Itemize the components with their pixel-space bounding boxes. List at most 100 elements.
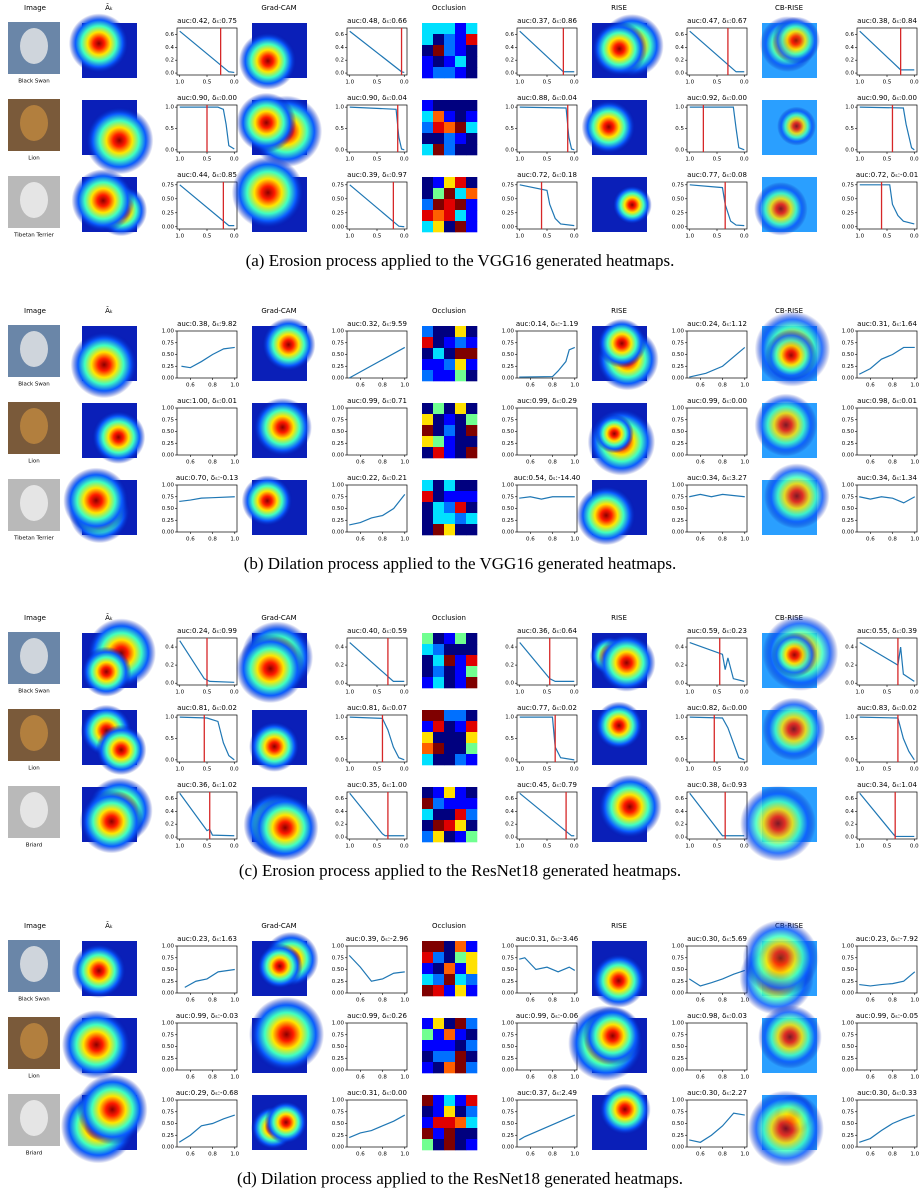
- x-tick-label: 0.0: [910, 690, 919, 696]
- curve: [860, 31, 915, 70]
- curve: [180, 717, 235, 760]
- x-tick-label: 0.0: [230, 157, 239, 163]
- plot-axes: [687, 485, 747, 532]
- x-tick-label: 0.0: [910, 767, 919, 773]
- y-tick-label: 1.00: [842, 406, 855, 412]
- y-tick-label: 0.25: [672, 1133, 685, 1139]
- y-tick-label: 1.00: [672, 1021, 685, 1027]
- y-tick-label: 0.00: [332, 991, 345, 997]
- y-tick-label: 1.00: [842, 1098, 855, 1104]
- x-tick-label: 0.6: [186, 1075, 195, 1081]
- y-tick-label: 0.25: [162, 1133, 175, 1139]
- x-tick-label: 0.5: [883, 157, 892, 163]
- y-tick-label: 1.00: [332, 944, 345, 950]
- y-tick-label: 0.4: [845, 809, 854, 815]
- heatmap: [592, 775, 662, 842]
- y-tick-label: 0.5: [335, 736, 344, 742]
- y-tick-label: 1.00: [672, 483, 685, 489]
- x-tick-label: 0.5: [203, 157, 212, 163]
- heatmap: [740, 785, 817, 861]
- plot-title: auc:0.36, δₛ:0.64: [517, 627, 577, 635]
- x-tick-label: 0.5: [203, 234, 212, 240]
- y-tick-label: 0.25: [162, 364, 175, 370]
- x-tick-label: 1.0: [570, 537, 579, 543]
- plot-axes: [177, 28, 237, 75]
- heatmap: [249, 710, 307, 772]
- x-tick-label: 0.8: [208, 1075, 217, 1081]
- x-tick-label: 0.5: [373, 80, 382, 86]
- y-tick-label: 1.00: [162, 1098, 175, 1104]
- curve: [519, 347, 575, 377]
- y-tick-label: 1.00: [162, 1021, 175, 1027]
- plot-axes: [517, 1100, 577, 1147]
- y-tick-label: 0.2: [335, 663, 344, 669]
- plot-axes: [177, 331, 237, 378]
- y-tick-label: 0.50: [332, 967, 345, 973]
- y-tick-label: 1.0: [165, 715, 174, 721]
- heatmap: [590, 633, 656, 692]
- y-tick-label: 0.4: [845, 645, 854, 651]
- plot-axes: [517, 182, 577, 229]
- y-tick-label: 1.00: [332, 1098, 345, 1104]
- y-tick-label: 0.75: [672, 182, 685, 188]
- y-tick-label: 0.50: [842, 352, 855, 358]
- x-tick-label: 0.8: [208, 537, 217, 543]
- input-image: [8, 632, 60, 684]
- y-tick-label: 0.50: [672, 196, 685, 202]
- curve: [690, 107, 745, 150]
- plot-axes: [857, 408, 917, 455]
- x-tick-label: 1.0: [855, 690, 864, 696]
- plot-title: auc:0.38, δₛ:9.82: [177, 320, 237, 328]
- plot-title: auc:0.98, δₛ:0.01: [857, 397, 917, 405]
- heatmap: [422, 633, 477, 688]
- y-tick-label: 0.75: [332, 955, 345, 961]
- plot-title: auc:0.24, δₛ:1.12: [687, 320, 747, 328]
- plot-title: auc:0.37, δₛ:2.49: [517, 1089, 577, 1097]
- y-tick-label: 1.00: [332, 1021, 345, 1027]
- y-tick-label: 0.50: [842, 429, 855, 435]
- x-tick-label: 0.6: [866, 460, 875, 466]
- y-tick-label: 0.00: [672, 530, 685, 536]
- y-tick-label: 0.50: [842, 1044, 855, 1050]
- x-tick-label: 0.8: [718, 383, 727, 389]
- heatmap: [422, 710, 477, 765]
- plot-title: auc:0.31, δₛ:0.00: [347, 1089, 407, 1097]
- y-tick-label: 0.4: [845, 45, 854, 51]
- x-tick-label: 0.6: [866, 1075, 875, 1081]
- x-tick-label: 0.5: [543, 80, 552, 86]
- y-tick-label: 0.4: [675, 809, 684, 815]
- y-tick-label: 0.0: [675, 835, 684, 841]
- heatmap: [755, 394, 818, 458]
- column-header: Grad-CAM: [261, 307, 296, 315]
- x-tick-label: 0.5: [543, 234, 552, 240]
- heatmap: [748, 1090, 824, 1166]
- y-tick-label: 0.2: [845, 58, 854, 64]
- x-tick-label: 0.6: [866, 998, 875, 1004]
- x-tick-label: 1.0: [685, 157, 694, 163]
- plot-title: auc:0.82, δₛ:0.00: [687, 704, 747, 712]
- x-tick-label: 1.0: [400, 537, 409, 543]
- image-label: Lion: [28, 1074, 40, 1080]
- curve: [689, 494, 745, 496]
- plot-title: auc:0.88, δₛ:0.04: [517, 94, 577, 102]
- column-header: Occlusion: [432, 307, 466, 315]
- x-tick-label: 1.0: [345, 234, 354, 240]
- y-tick-label: 0.2: [335, 58, 344, 64]
- x-tick-label: 1.0: [515, 157, 524, 163]
- plot-title: auc:0.99, δₛ:-0.05: [856, 1012, 918, 1020]
- plot-axes: [687, 1023, 747, 1070]
- heatmap: [588, 403, 655, 476]
- heatmap: [762, 463, 830, 535]
- y-tick-label: 1.00: [672, 329, 685, 335]
- plot-title: auc:0.30, δₛ:5.69: [687, 935, 747, 943]
- plot-title: auc:0.99, δₛ:0.26: [347, 1012, 407, 1020]
- y-tick-label: 0.25: [672, 1056, 685, 1062]
- x-tick-label: 0.5: [373, 690, 382, 696]
- plot-axes: [347, 28, 407, 75]
- x-tick-label: 0.5: [203, 80, 212, 86]
- image-label: Black Swan: [18, 689, 50, 695]
- plot-axes: [347, 331, 407, 378]
- x-tick-label: 0.5: [883, 690, 892, 696]
- y-tick-label: 0.0: [165, 835, 174, 841]
- image-label: Tibetan Terrier: [13, 233, 55, 239]
